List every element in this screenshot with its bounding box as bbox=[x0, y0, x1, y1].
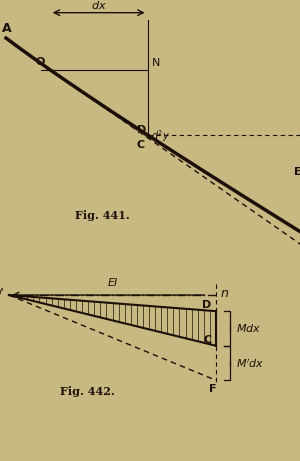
Text: D: D bbox=[202, 300, 212, 310]
Text: D: D bbox=[137, 125, 146, 135]
Polygon shape bbox=[50, 70, 148, 138]
Text: n: n bbox=[220, 287, 228, 301]
Text: $Mdx$: $Mdx$ bbox=[236, 322, 261, 335]
Text: N: N bbox=[152, 59, 160, 68]
Text: A: A bbox=[2, 23, 11, 35]
Text: EI: EI bbox=[107, 278, 118, 288]
Text: Fig. 442.: Fig. 442. bbox=[60, 386, 115, 397]
Text: C: C bbox=[136, 140, 145, 150]
Text: O': O' bbox=[0, 288, 4, 298]
Text: F: F bbox=[209, 384, 217, 394]
Text: $M'dx$: $M'dx$ bbox=[236, 356, 264, 370]
Text: O: O bbox=[36, 57, 45, 67]
Text: $dx$: $dx$ bbox=[91, 0, 106, 12]
Text: $d^2y$: $d^2y$ bbox=[151, 129, 170, 144]
Text: E: E bbox=[294, 167, 300, 177]
Text: Fig. 441.: Fig. 441. bbox=[75, 210, 130, 221]
Text: C: C bbox=[203, 335, 211, 345]
